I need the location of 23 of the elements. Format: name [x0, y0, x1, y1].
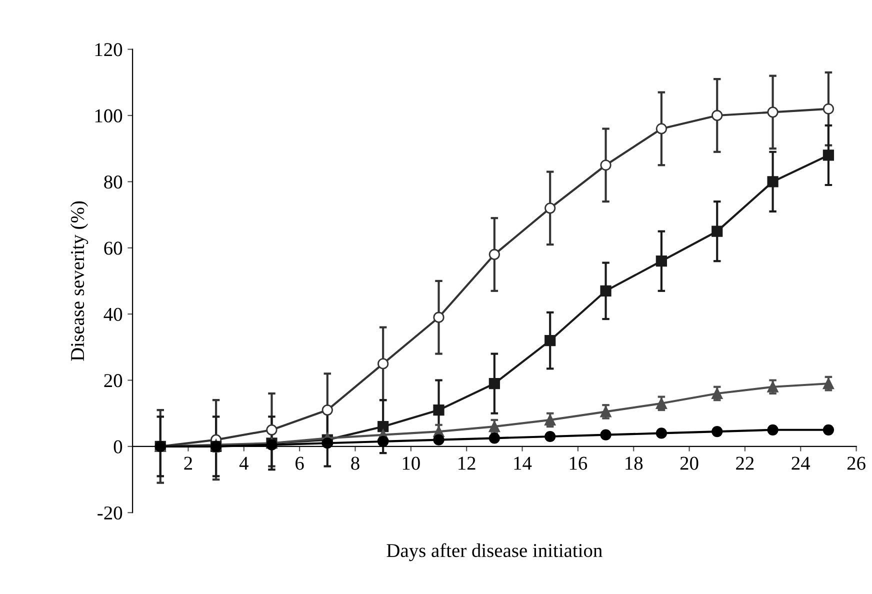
y-tick-label: -20	[98, 506, 122, 520]
x-tick-label: 6	[296, 456, 304, 470]
x-tick-label: 12	[458, 456, 476, 470]
x-tick-label: 18	[626, 456, 643, 470]
x-tick-label: 20	[680, 456, 698, 470]
x-tick-label: 4	[239, 456, 248, 470]
y-axis-title: Disease severity (%)	[70, 201, 88, 361]
y-tick-label: 80	[104, 175, 122, 189]
y-tick-label: 60	[104, 242, 122, 255]
y-tick-label: 100	[95, 109, 122, 122]
y-tick-label: 120	[95, 43, 122, 56]
x-tick-label: 8	[351, 456, 360, 470]
y-tick-label: 0	[114, 440, 122, 454]
y-tick-label: 40	[104, 308, 122, 321]
x-tick-label: 2	[184, 456, 192, 470]
x-axis-title: Days after disease initiation	[386, 543, 602, 562]
x-tick-label: 10	[402, 456, 420, 470]
x-tick-label: 16	[570, 456, 588, 470]
x-tick-label: 24	[792, 456, 810, 470]
y-tick-label: 20	[104, 374, 122, 388]
x-tick-label: 26	[847, 456, 866, 470]
x-tick-label: 14	[514, 456, 532, 470]
x-tick-label: 22	[736, 456, 754, 470]
